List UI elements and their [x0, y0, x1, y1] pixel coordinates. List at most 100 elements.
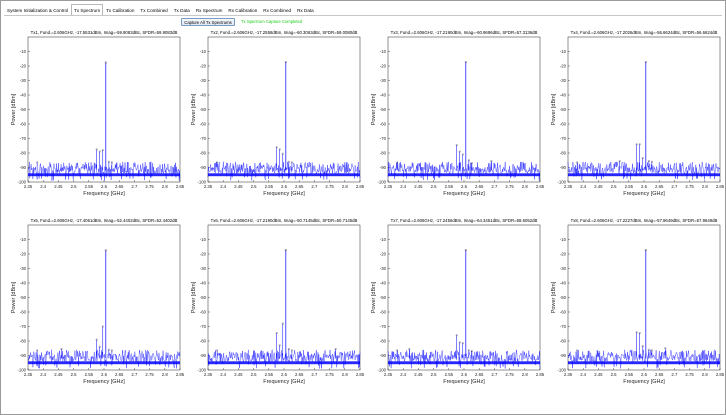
- tab-rx-calibration[interactable]: Rx Calibration: [228, 8, 258, 13]
- spur-marker: [470, 350, 473, 353]
- y-tick-label: -80: [380, 339, 387, 344]
- x-tick-label: 2.65: [655, 184, 664, 189]
- y-tick-label: -10: [200, 49, 207, 54]
- fundamental-marker: [644, 248, 647, 252]
- x-tick-label: 2.5: [611, 184, 618, 189]
- y-tick-label: -80: [200, 339, 207, 344]
- spur-marker: [101, 325, 104, 328]
- x-tick-label: 2.4: [400, 372, 407, 377]
- spur-marker: [95, 338, 98, 341]
- x-tick-label: 2.55: [85, 372, 94, 377]
- y-axis-label: Power [dBm]: [371, 93, 377, 125]
- x-tick-label: 2.4: [220, 184, 227, 189]
- x-tick-label: 2.6: [461, 184, 468, 189]
- y-tick-label: -50: [200, 295, 207, 300]
- x-tick-label: 2.6: [281, 184, 288, 189]
- y-tick-label: -30: [20, 78, 27, 83]
- spur-marker: [101, 149, 104, 152]
- tab-rx-spectrum[interactable]: Rx Spectrum: [195, 8, 223, 13]
- x-axis-label: Frequency [GHz]: [263, 379, 305, 385]
- x-tick-label: 2.85: [716, 184, 725, 189]
- tab-tx-data[interactable]: Tx Data: [173, 8, 190, 13]
- plot-title: Tx5, Fund.=2.606GHz, -17.4061dBm, Imag=-…: [31, 218, 178, 223]
- x-tick-label: 2.55: [445, 372, 454, 377]
- spur-marker: [461, 153, 464, 156]
- tab-divider: [4, 15, 722, 16]
- noise-band: [388, 361, 540, 365]
- y-tick-label: -80: [20, 151, 27, 156]
- x-tick-label: 2.7: [311, 184, 318, 189]
- x-tick-label: 2.85: [536, 184, 545, 189]
- x-tick-label: 2.45: [594, 372, 603, 377]
- spectrum-plot-5: Tx5, Fund.=2.606GHz, -17.4061dBm, Imag=-…: [11, 218, 185, 385]
- y-tick-label: -60: [200, 310, 207, 315]
- fundamental-marker: [464, 248, 467, 252]
- y-axis-label: Power [dBm]: [551, 281, 557, 313]
- x-tick-label: 2.75: [325, 184, 334, 189]
- spur-marker: [458, 150, 461, 153]
- tab-system-initialization[interactable]: System Initialization & Control: [7, 8, 69, 13]
- x-tick-label: 2.4: [40, 184, 47, 189]
- y-tick-label: -10: [20, 237, 27, 242]
- x-tick-label: 2.45: [414, 372, 423, 377]
- fundamental-marker: [464, 60, 467, 64]
- y-tick-label: -100: [17, 180, 26, 185]
- y-tick-label: -50: [380, 107, 387, 112]
- y-tick-label: -40: [380, 93, 387, 98]
- y-tick-label: -70: [380, 136, 387, 141]
- x-tick-label: 2.5: [611, 372, 618, 377]
- spur-marker: [455, 144, 458, 146]
- y-tick-label: -80: [560, 339, 567, 344]
- x-tick-label: 2.8: [522, 372, 529, 377]
- y-tick-label: -60: [380, 310, 387, 315]
- spur-marker: [641, 345, 644, 348]
- spur-marker: [281, 322, 284, 325]
- x-tick-label: 2.55: [85, 184, 94, 189]
- noise-band: [208, 173, 360, 177]
- capture-all-tx-spectrums-button[interactable]: Capture All Tx Spectrums: [181, 18, 235, 26]
- y-tick-label: -70: [380, 324, 387, 329]
- x-axis-label: Frequency [GHz]: [83, 191, 125, 197]
- y-axis-label: Power [dBm]: [11, 281, 17, 313]
- tab-tx-combined[interactable]: Tx Combined: [140, 8, 168, 13]
- y-tick-label: -10: [380, 237, 387, 242]
- y-tick-label: -100: [197, 180, 206, 185]
- x-tick-label: 2.5: [251, 372, 258, 377]
- x-tick-label: 2.75: [325, 372, 334, 377]
- y-tick-label: -70: [200, 324, 207, 329]
- x-tick-label: 2.5: [431, 372, 438, 377]
- spur-marker: [216, 161, 219, 164]
- y-tick-label: -30: [560, 266, 567, 271]
- spur-marker: [287, 348, 290, 350]
- spectrum-plot-8: Tx8, Fund.=2.606GHz, -17.2227dBm, Imag=-…: [551, 218, 725, 385]
- x-tick-label: 2.4: [580, 184, 587, 189]
- tab-tx-spectrum[interactable]: Tx Spectrum: [71, 4, 104, 15]
- tab-tx-calibration[interactable]: Tx Calibration: [106, 8, 135, 13]
- y-tick-label: -70: [20, 136, 27, 141]
- y-tick-label: -20: [560, 252, 567, 257]
- tab-rx-combined[interactable]: Rx Combined: [263, 8, 292, 13]
- noise-trace: [387, 349, 541, 369]
- spur-marker: [458, 341, 461, 344]
- x-axis-label: Frequency [GHz]: [443, 191, 485, 197]
- spur-marker: [618, 160, 621, 162]
- spur-marker: [650, 160, 653, 163]
- y-axis-label: Power [dBm]: [371, 281, 377, 313]
- spur-marker: [576, 349, 579, 352]
- x-tick-label: 2.65: [295, 184, 304, 189]
- x-tick-label: 2.45: [234, 372, 243, 377]
- spectrum-plot-3: Tx3, Fund.=2.606GHz, -17.2190dBm, Imag=-…: [371, 30, 545, 197]
- x-tick-label: 2.35: [204, 372, 213, 377]
- tab-rx-data[interactable]: Rx Data: [297, 8, 314, 13]
- x-tick-label: 2.85: [176, 372, 185, 377]
- y-tick-label: -50: [20, 295, 27, 300]
- x-tick-label: 2.7: [491, 372, 498, 377]
- y-tick-label: -20: [20, 252, 27, 257]
- spur-marker: [278, 344, 281, 347]
- y-axis-label: Power [dBm]: [11, 93, 17, 125]
- spur-marker: [281, 152, 284, 155]
- x-tick-label: 2.65: [295, 372, 304, 377]
- x-tick-label: 2.8: [702, 372, 709, 377]
- y-tick-label: -100: [17, 368, 26, 373]
- plot-title: Tx4, Fund.=2.606GHz, -17.2026dBm, Imag=-…: [571, 30, 718, 35]
